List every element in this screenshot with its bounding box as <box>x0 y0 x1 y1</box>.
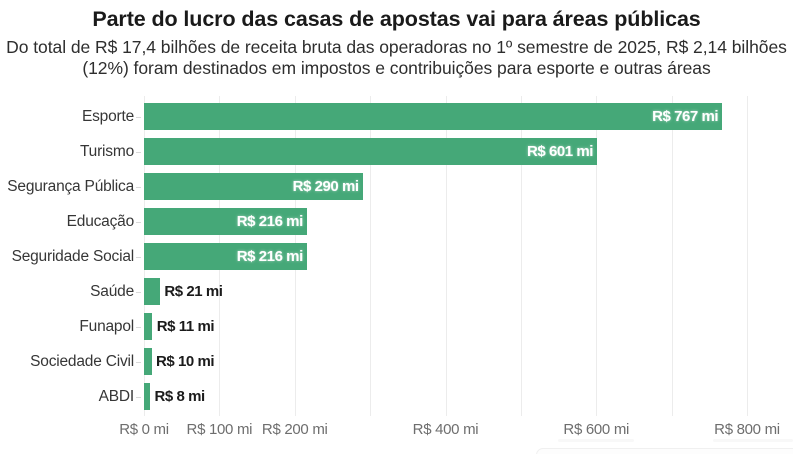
x-axis-label: R$ 400 mi <box>412 421 479 438</box>
chart-subtitle: Do total de R$ 17,4 bilhões de receita b… <box>0 37 793 79</box>
category-label: Seguridade Social <box>11 248 135 265</box>
category-label: Saúde <box>90 283 134 300</box>
x-axis-label: R$ 600 mi <box>563 421 630 438</box>
bar <box>144 313 153 340</box>
bar <box>144 383 151 410</box>
value-label: R$ 11 mi <box>156 318 215 335</box>
bar <box>144 173 363 200</box>
gridline-400 <box>445 96 447 416</box>
chart-title: Parte do lucro das casas de apostas vai … <box>92 7 701 31</box>
category-label: ABDI <box>98 388 135 405</box>
category-tick-mark <box>136 222 141 223</box>
attribution-ghost-text-1 <box>558 438 634 442</box>
category-label: Turismo <box>79 143 134 160</box>
value-label: R$ 10 mi <box>156 353 215 370</box>
value-label: R$ 601 mi <box>527 143 593 160</box>
category-tick-mark <box>136 362 141 363</box>
bar <box>144 243 307 270</box>
gridline-700 <box>671 96 673 416</box>
bar <box>144 138 597 165</box>
value-label: R$ 290 mi <box>292 178 359 195</box>
gridline-600 <box>596 96 598 416</box>
category-label: Educação <box>66 213 135 230</box>
category-tick-mark <box>136 152 141 153</box>
category-tick-mark <box>136 257 141 258</box>
x-axis-label: R$ 0 mi <box>119 421 169 438</box>
category-label: Funapol <box>79 318 134 335</box>
x-axis-label: R$ 800 mi <box>714 421 780 438</box>
attribution-ghost-text-2 <box>713 438 793 442</box>
category-label: Segurança Pública <box>7 178 134 195</box>
gridline-500 <box>520 96 522 416</box>
bar <box>144 348 152 375</box>
category-label: Sociedade Civil <box>30 353 134 370</box>
attribution-box <box>536 448 793 454</box>
category-label: Esporte <box>81 108 134 125</box>
bar <box>144 103 723 130</box>
category-tick-mark <box>136 187 141 188</box>
category-tick-mark <box>136 292 141 293</box>
bar <box>144 208 307 235</box>
value-label: R$ 216 mi <box>236 248 303 265</box>
bar <box>144 278 160 305</box>
chart-subtitle-line2: (12%) foram destinados em impostos e con… <box>82 58 711 78</box>
value-label: R$ 767 mi <box>652 108 719 125</box>
value-label: R$ 21 mi <box>164 283 223 300</box>
category-tick-mark <box>136 397 141 398</box>
category-tick-mark <box>136 327 141 328</box>
value-label: R$ 8 mi <box>154 388 206 405</box>
gridline-300 <box>370 96 372 416</box>
chart-subtitle-line1: Do total de R$ 17,4 bilhões de receita b… <box>6 37 787 57</box>
x-axis-label: R$ 200 mi <box>261 421 328 438</box>
x-axis-label: R$ 100 mi <box>186 421 253 438</box>
value-label: R$ 216 mi <box>236 213 303 230</box>
gridline-800 <box>747 96 748 416</box>
category-tick-mark <box>136 117 141 118</box>
